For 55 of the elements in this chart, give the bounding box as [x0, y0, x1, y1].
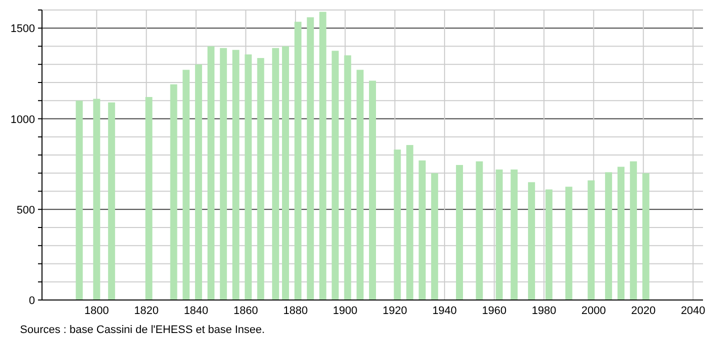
y-tick-label: 500 [16, 204, 35, 216]
bar [282, 46, 290, 300]
y-tick-label: 1500 [10, 23, 35, 36]
bar [406, 145, 414, 300]
bar [565, 186, 572, 300]
bar [108, 102, 116, 300]
bar [588, 180, 595, 300]
x-tick-label: 1940 [432, 305, 457, 317]
bar [319, 12, 326, 300]
x-tick-label: 1900 [332, 305, 358, 317]
bar [418, 160, 426, 300]
bar [456, 164, 463, 300]
bar [145, 97, 152, 300]
x-tick-label: 1860 [234, 305, 258, 317]
x-tick-label: 2020 [631, 305, 656, 317]
x-tick-label: 1920 [382, 305, 408, 317]
bar [545, 189, 552, 300]
bar [170, 84, 178, 300]
bar [272, 48, 280, 300]
bar [294, 22, 302, 300]
bar [306, 17, 314, 300]
bar [369, 80, 376, 300]
x-tick-label: 2040 [680, 305, 706, 317]
bar [431, 173, 438, 300]
bar [605, 172, 612, 300]
bar [220, 48, 227, 300]
bar [207, 46, 214, 300]
bar [332, 50, 339, 300]
bar [93, 98, 100, 300]
bar [195, 64, 202, 300]
bar [617, 166, 624, 300]
bar [344, 55, 352, 300]
bar [394, 150, 401, 300]
x-tick-label: 1960 [482, 305, 507, 317]
x-tick-label: 1820 [134, 305, 159, 317]
bar [496, 170, 503, 300]
bar [630, 161, 637, 300]
bar [510, 170, 518, 300]
x-tick-label: 1800 [84, 305, 109, 317]
bar [476, 161, 483, 300]
y-tick-label: 0 [28, 295, 35, 307]
x-tick-label: 1980 [532, 305, 556, 317]
bar [232, 50, 240, 300]
bar [528, 182, 536, 300]
y-tick-label: 1000 [10, 114, 35, 126]
x-tick-label: 1880 [283, 305, 308, 317]
x-tick-label: 2000 [581, 305, 606, 317]
source-note: Sources : base Cassini de l'EHESS et base Insee. [20, 324, 265, 336]
bar [642, 173, 650, 300]
bar [76, 100, 83, 300]
bar [257, 58, 264, 300]
bar [182, 70, 190, 300]
bar [244, 54, 252, 300]
x-tick-label: 1840 [184, 305, 208, 317]
bar [356, 70, 364, 300]
